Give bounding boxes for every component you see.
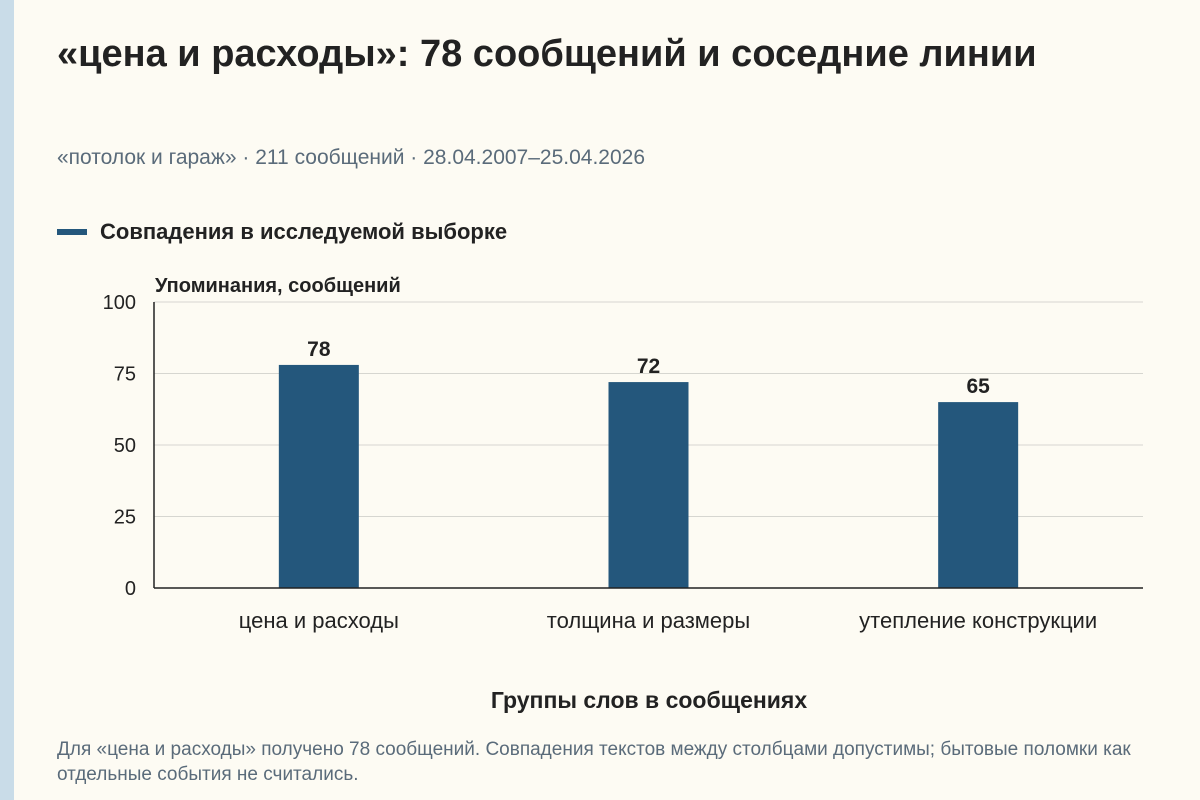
- bar: [278, 364, 359, 588]
- y-tick-label: 0: [125, 578, 136, 600]
- y-tick-label: 75: [114, 364, 136, 386]
- x-tick-label: толщина и размеры: [547, 608, 750, 633]
- chart-subtitle: «потолок и гараж» · 211 сообщений · 28.0…: [57, 146, 646, 169]
- x-axis-label: Группы слов в сообщениях: [491, 687, 807, 713]
- y-axis-label: Упоминания, сообщений: [155, 275, 401, 297]
- chart-legend: Совпадения в исследуемой выборке: [57, 219, 507, 245]
- legend-swatch: [57, 229, 87, 235]
- data-label: 78: [307, 338, 331, 361]
- data-label: 65: [966, 375, 990, 398]
- bar-chart: Упоминания, сообщений Группы слов в сооб…: [103, 275, 1143, 713]
- y-tick-label: 100: [103, 292, 136, 314]
- bar: [608, 382, 689, 588]
- y-tick-label: 50: [114, 435, 136, 457]
- bar: [938, 402, 1019, 588]
- x-tick-label: цена и расходы: [239, 608, 399, 633]
- y-tick-label: 25: [114, 507, 136, 529]
- chart-footnote: Для «цена и расходы» получено 78 сообщен…: [57, 739, 1131, 785]
- data-label: 72: [637, 355, 660, 378]
- chart-title: «цена и расходы»: 78 сообщений и соседни…: [57, 33, 1037, 75]
- legend-label: Совпадения в исследуемой выборке: [100, 219, 508, 244]
- x-tick-label: утепление конструкции: [859, 608, 1097, 633]
- left-accent-stripe: [0, 0, 14, 800]
